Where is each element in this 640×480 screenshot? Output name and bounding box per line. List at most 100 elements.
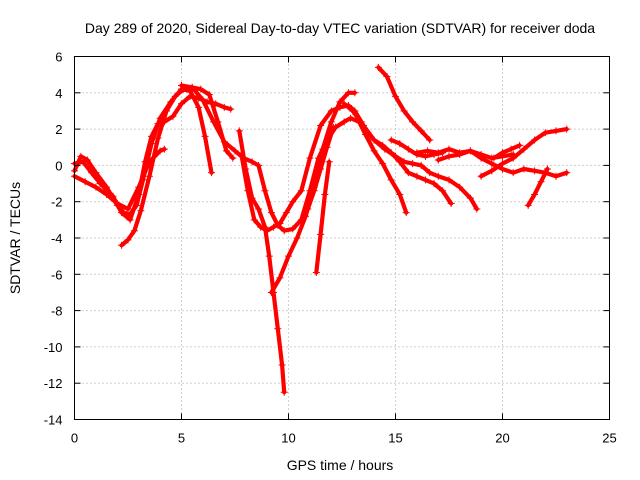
data-point-marker [344, 89, 352, 97]
data-point-marker [163, 107, 171, 115]
data-point-marker [197, 85, 205, 93]
data-point-marker [210, 118, 218, 126]
data-point-marker [201, 132, 209, 140]
data-point-marker [379, 160, 387, 168]
data-point-marker [312, 268, 320, 276]
data-point-marker [477, 154, 485, 162]
data-point-marker [509, 169, 517, 177]
data-point-marker [310, 187, 318, 195]
data-point-marker [77, 152, 85, 160]
data-point-marker [199, 96, 207, 104]
data-point-marker [145, 172, 153, 180]
data-point-marker [267, 288, 275, 296]
data-point-marker [124, 236, 132, 244]
x-tick-label: 25 [602, 431, 616, 446]
data-point-marker [421, 176, 429, 184]
data-point-marker [139, 176, 147, 184]
data-point-marker [130, 227, 138, 235]
data-point-marker [456, 151, 464, 159]
data-point-marker [359, 121, 367, 129]
tick-layer: 0 5 10 15 20 25 -14 -12 -10 -8 -6 -4 -2 0 2 4 6 [44, 50, 617, 446]
data-point-marker [499, 149, 506, 157]
x-tick-label: 15 [388, 431, 402, 446]
data-point-marker [231, 147, 239, 155]
data-point-marker [270, 223, 278, 231]
y-tick-label: 0 [55, 158, 62, 173]
data-point-marker [520, 165, 528, 173]
data-point-marker [392, 152, 399, 160]
data-point-marker [205, 91, 213, 99]
data-point-marker [81, 178, 89, 186]
data-point-marker [488, 160, 496, 168]
data-point-marker [387, 176, 395, 184]
data-point-marker [445, 145, 453, 153]
data-point-marker [156, 147, 164, 155]
data-point-marker [370, 147, 378, 155]
data-point-marker [430, 180, 438, 188]
data-point-marker [327, 118, 335, 126]
data-point-marker [113, 201, 121, 209]
series-track-11 [340, 100, 481, 213]
series-track-9 [297, 123, 337, 226]
data-point-marker [92, 183, 100, 191]
data-point-marker [257, 223, 265, 231]
chart-title: Day 289 of 2020, Sidereal Day-to-day VTE… [85, 20, 595, 36]
data-point-marker [321, 190, 329, 198]
y-axis-label: SDTVAR / TECUs [7, 182, 23, 294]
data-point-marker [531, 190, 539, 198]
data-point-marker [520, 145, 528, 153]
y-tick-label: -14 [44, 413, 63, 428]
data-point-marker [473, 205, 481, 213]
data-point-marker [229, 154, 237, 162]
data-point-marker [552, 172, 560, 180]
data-point-marker [563, 169, 571, 177]
data-point-marker [137, 207, 145, 215]
data-point-marker [400, 158, 408, 166]
data-point-marker [402, 209, 410, 217]
series-track-18 [524, 165, 551, 209]
y-tick-label: -4 [51, 231, 63, 246]
data-point-marker [340, 100, 348, 108]
data-point-marker [329, 123, 337, 131]
data-point-marker [317, 230, 325, 238]
data-point-marker [103, 183, 111, 191]
data-point-marker [409, 160, 417, 168]
data-point-marker [445, 152, 453, 160]
data-point-marker [317, 165, 325, 173]
x-tick-label: 0 [71, 431, 78, 446]
data-point-marker [255, 161, 263, 169]
data-point-marker [340, 118, 348, 126]
data-point-marker [276, 274, 284, 282]
y-tick-label: 4 [55, 86, 62, 101]
data-point-marker [289, 198, 297, 206]
series-trace [179, 83, 409, 233]
data-point-marker [148, 140, 156, 148]
data-point-marker [169, 112, 177, 120]
data-point-marker [351, 89, 359, 97]
data-point-marker [543, 165, 551, 173]
data-layer [71, 63, 571, 396]
data-point-marker [347, 114, 355, 122]
data-point-marker [289, 225, 297, 233]
data-point-marker [524, 201, 532, 209]
series-trace [237, 128, 287, 395]
data-point-marker [381, 145, 389, 153]
series-track-17 [490, 141, 524, 162]
data-point-marker [531, 167, 539, 175]
y-tick-label: -2 [51, 195, 63, 210]
data-point-marker [417, 127, 425, 135]
data-point-marker [490, 154, 498, 162]
data-point-marker [426, 136, 434, 144]
data-point-marker [237, 151, 245, 159]
data-point-marker [280, 227, 288, 235]
data-point-marker [304, 205, 312, 213]
data-point-marker [413, 172, 421, 180]
data-point-marker [118, 241, 126, 249]
series-trace [72, 87, 214, 217]
data-point-marker [374, 63, 382, 71]
data-point-marker [188, 83, 196, 91]
data-point-marker [265, 252, 273, 260]
x-tick-label: 10 [281, 431, 295, 446]
data-point-marker [349, 107, 357, 115]
y-tick-label: 6 [55, 50, 62, 65]
